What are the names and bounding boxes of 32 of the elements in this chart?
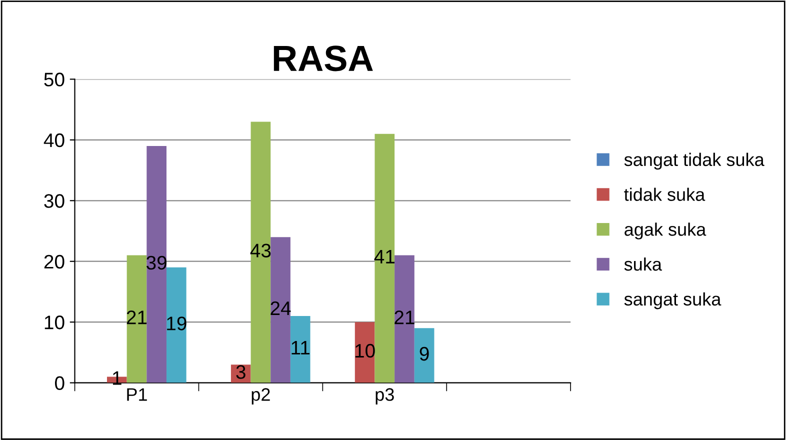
x-tick-label: p2 (252, 388, 270, 404)
bar (354, 322, 375, 383)
chart-title: RASA (274, 46, 373, 72)
bar (250, 122, 271, 383)
bar (374, 134, 395, 383)
data-label: 9 (420, 346, 429, 361)
data-label: 19 (167, 316, 186, 330)
data-label: 21 (394, 310, 414, 324)
bar (290, 316, 310, 383)
data-label: 3 (236, 365, 246, 379)
data-label: 39 (146, 256, 166, 270)
y-tick-label: 30 (44, 194, 64, 208)
legend-label: agak suka (624, 222, 706, 240)
legend-label: tidak suka (624, 188, 706, 201)
bar (146, 146, 166, 383)
legend-label: suka (624, 257, 662, 271)
y-tick-label: 10 (44, 316, 64, 330)
bar (414, 328, 434, 383)
data-label: 11 (292, 341, 310, 354)
bar (126, 255, 147, 383)
legend-label: sangat suka (624, 292, 722, 310)
x-tick-label: P1 (127, 388, 147, 401)
bar (270, 237, 290, 383)
y-tick-label: 50 (44, 72, 64, 86)
x-tick-label: p3 (376, 388, 394, 404)
data-label: 10 (355, 344, 375, 358)
y-tick-label: 40 (44, 133, 64, 148)
bar (394, 255, 414, 383)
legend-label: sangat tidak suka (624, 152, 764, 170)
bar (166, 267, 186, 383)
y-tick-label: 20 (44, 254, 64, 269)
y-tick-label: 0 (54, 376, 64, 390)
